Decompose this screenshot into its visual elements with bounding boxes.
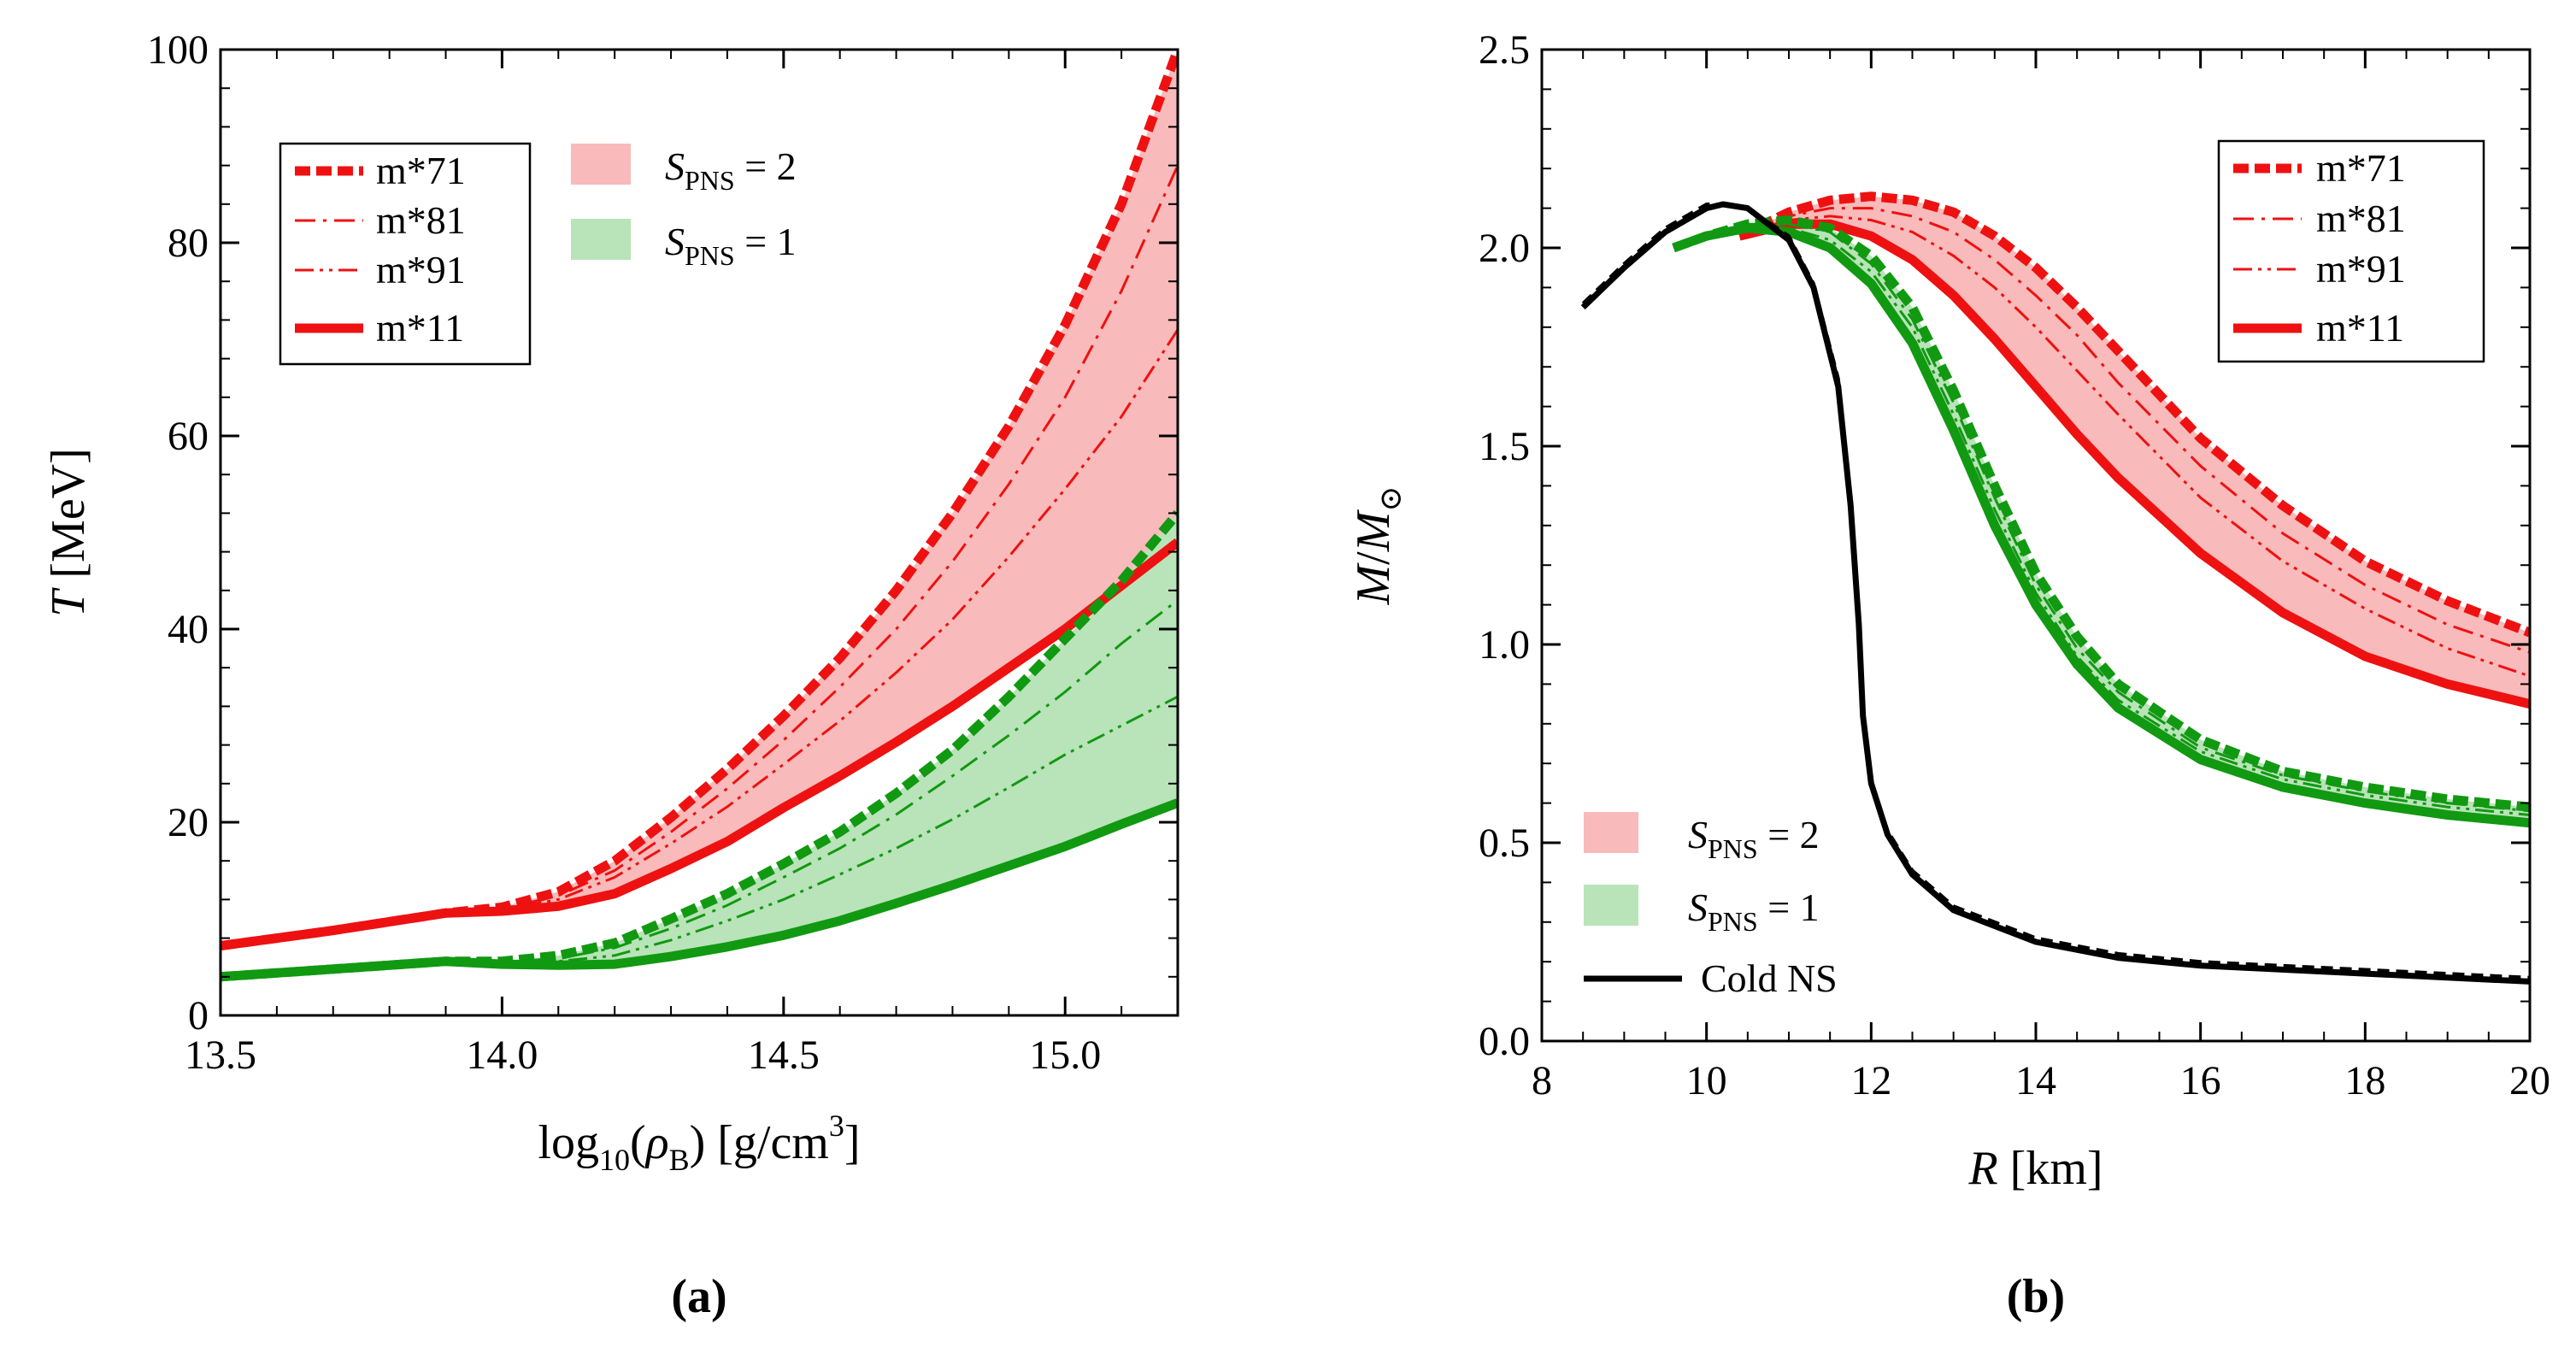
a-y-tick-label-2: 40 [168, 607, 209, 652]
b-x-tick-label-2: 12 [1850, 1058, 1891, 1103]
a-y-tick-label-3: 60 [168, 414, 209, 459]
b-bands [1673, 196, 2530, 823]
b-series-Cold NS-9 [1581, 203, 2530, 980]
a-series-m11-1-7 [221, 798, 1178, 982]
b-legend-cold-ns: Cold NS [1701, 956, 1838, 1000]
a-band-spns-2 [221, 50, 1178, 946]
a-panel-label: (a) [671, 1270, 726, 1323]
b-x-tick-label-1: 10 [1686, 1058, 1727, 1103]
a-x-axis-label: log10(ρB) [g/cm3] [538, 1109, 860, 1177]
a-band-legend: SPNS = 2 SPNS = 1 [571, 144, 797, 271]
a-series-m71-1-4 [221, 509, 1178, 982]
a-bands [221, 50, 1178, 977]
b-line-legend: m*71 m*81 m*91 m*11 [2217, 139, 2485, 363]
panel-a: 13.5 14.0 14.5 15.0 0 20 40 60 80 100 m*71 m*81 m… [42, 27, 1179, 1323]
b-y-tick-label-0: 0.0 [1479, 1019, 1530, 1064]
a-x-tick-label-0: 13.5 [185, 1032, 256, 1078]
a-y-tick-label-5: 100 [147, 27, 209, 73]
b-series-m71-2-0 [1737, 191, 2530, 638]
b-y-tick-label-4: 2.0 [1479, 226, 1530, 271]
b-y-tick-label-3: 1.5 [1479, 424, 1530, 469]
b-panel-label: (b) [2007, 1270, 2065, 1323]
a-series-m11-2-3 [221, 538, 1178, 951]
b-x-tick-label-3: 14 [2015, 1058, 2056, 1103]
b-series-m11-2-3 [1738, 219, 2530, 709]
a-legend-label-2: m*81 [376, 198, 466, 242]
a-y-tick-label-4: 80 [168, 221, 209, 266]
a-x-tick-label-1: 14.0 [466, 1032, 538, 1078]
a-band-legend-label-2: SPNS = 1 [665, 220, 797, 271]
b-lines [1580, 191, 2530, 985]
b-band-spns-2 [1739, 196, 2530, 704]
a-legend-label-1: m*71 [376, 149, 466, 192]
a-y-tick-label-0: 0 [188, 993, 209, 1038]
b-x-tick-label-5: 18 [2344, 1058, 2385, 1103]
a-plot-frame [219, 48, 1179, 1017]
b-y-tick-label-5: 2.5 [1479, 27, 1530, 73]
b-x-tick-label-0: 8 [1532, 1058, 1552, 1103]
b-x-tick-label-4: 16 [2180, 1058, 2221, 1103]
b-legend-label-4: m*11 [2316, 306, 2404, 350]
panel-b: 8 10 12 14 16 18 20 0.0 0.5 1.0 1.5 2.0 2.5 m*71 m*8… [1347, 27, 2550, 1323]
b-ticks: 8 10 12 14 16 18 20 0.0 0.5 1.0 1.5 2.0 2.5 [1479, 27, 2550, 1103]
b-band-legend: SPNS = 2 SPNS = 1 Cold NS [1584, 812, 1838, 1000]
a-series-m71-2-0 [221, 50, 1178, 951]
b-legend-label-1: m*71 [2316, 146, 2406, 190]
b-series-m81-2-1 [1738, 207, 2530, 654]
b-y-axis-label: M/M⊙ [1347, 485, 1408, 605]
b-y-tick-label-1: 0.5 [1479, 821, 1530, 866]
a-legend-label-3: m*91 [376, 248, 466, 291]
a-ticks: 13.5 14.0 14.5 15.0 0 20 40 60 80 100 [147, 27, 1179, 1078]
a-x-tick-label-2: 14.5 [748, 1032, 820, 1078]
a-band-legend-label-1: SPNS = 2 [665, 144, 797, 196]
b-x-axis-label: R [km] [1967, 1142, 2103, 1195]
a-y-axis-label: T [MeV] [42, 448, 95, 617]
b-legend-label-3: m*91 [2316, 247, 2406, 291]
a-line-legend: m*71 m*81 m*91 m*11 [279, 142, 532, 366]
b-series-m81-1-5 [1673, 222, 2530, 813]
b-band-legend-label-2: SPNS = 1 [1688, 885, 1820, 937]
b-y-tick-label-2: 1.0 [1479, 622, 1530, 668]
a-band-spns-1 [221, 513, 1178, 977]
b-x-tick-label-6: 20 [2509, 1058, 2550, 1103]
a-series-m91-2-2 [221, 328, 1178, 948]
b-series-m71-1-4 [1672, 215, 2530, 812]
a-x-tick-label-3: 15.0 [1029, 1032, 1101, 1078]
a-y-tick-label-1: 20 [168, 800, 209, 845]
a-lines [221, 50, 1178, 982]
b-band-legend-label-1: SPNS = 2 [1688, 813, 1820, 864]
b-legend-label-2: m*81 [2316, 197, 2406, 240]
a-legend-label-4: m*11 [376, 306, 464, 350]
